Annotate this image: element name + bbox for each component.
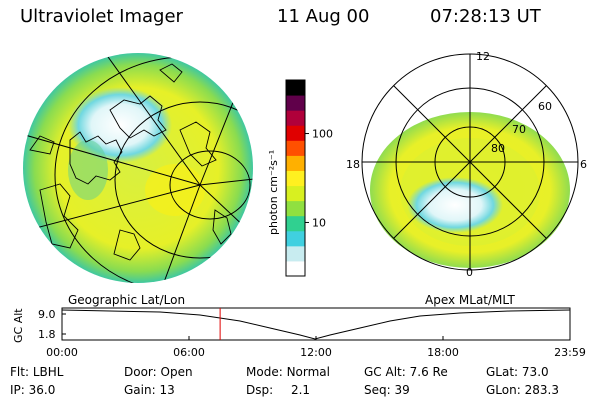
colorbar-band [286, 185, 305, 202]
status-mode: Mode: Normal [246, 365, 330, 379]
status-glat: GLat: 73.0 [486, 365, 549, 379]
colorbar-band [286, 170, 305, 187]
time-tick-label: 23:59 [554, 346, 586, 359]
mlat-label-70: 70 [512, 123, 526, 136]
mlt-label-12: 12 [476, 50, 490, 63]
date-label: 11 Aug 00 [277, 6, 370, 27]
colorbar-tick-label: 10 [312, 216, 326, 229]
glon-value: 283.3 [524, 383, 559, 397]
colorbar-band [286, 80, 305, 96]
colorbar-band [286, 230, 305, 247]
colorbar-band [286, 200, 305, 217]
time-tick-label: 06:00 [173, 346, 205, 359]
colorbar-band [286, 110, 305, 126]
colorbar-band [286, 260, 305, 277]
altitude-plot-frame [61, 307, 571, 341]
colorbar-band [286, 95, 305, 111]
colorbar-ticks: 100 10 [305, 128, 333, 229]
auroral-emission-spot [407, 177, 503, 233]
mode-value: Normal [286, 365, 330, 379]
status-gcalt: GC Alt: 7.6 Re [364, 365, 448, 379]
time-tick-label: 18:00 [427, 346, 459, 359]
status-glon: GLon: 283.3 [486, 383, 559, 397]
right-panel-caption: Apex MLat/MLT [425, 293, 515, 307]
colorbar-band [286, 140, 305, 156]
status-flt: Flt: LBHL [10, 365, 64, 379]
colorbar-title: photon cm⁻²s⁻¹ [267, 150, 280, 235]
gain-value: 13 [159, 383, 175, 397]
status-seq: Seq: 39 [364, 383, 410, 397]
time-tick-label: 12:00 [300, 346, 332, 359]
ip-value: 36.0 [28, 383, 56, 397]
status-gain: Gain: 13 [124, 383, 175, 397]
colorbar-band [286, 155, 305, 171]
altitude-curve [61, 309, 571, 340]
time-label: 07:28:13 UT [430, 6, 541, 27]
mlt-label-6: 6 [580, 158, 587, 171]
mlt-label-18: 18 [346, 158, 360, 171]
instrument-title: Ultraviolet Imager [20, 6, 183, 27]
door-value: Open [160, 365, 193, 379]
left-panel-caption: Geographic Lat/Lon [68, 293, 186, 307]
mlat-label-80: 80 [491, 142, 505, 155]
colorbar-band [286, 125, 305, 141]
status-dsp: Dsp: 2.1 [246, 383, 311, 397]
alt-tick-9: 9.0 [38, 308, 56, 321]
alt-tick-1-8: 1.8 [38, 328, 56, 341]
status-door: Door: Open [124, 365, 193, 379]
time-tick-label: 00:00 [46, 346, 78, 359]
mlt-label-0: 0 [466, 266, 473, 279]
dsp-value: 2.1 [290, 383, 311, 397]
alt-axis-label: GC Alt [12, 308, 25, 343]
seq-value: 39 [394, 383, 410, 397]
colorbar-band [286, 245, 305, 262]
colorbar-band [286, 215, 305, 232]
colorbar-scale [286, 80, 305, 277]
colorbar-tick-label: 100 [312, 128, 333, 141]
glat-value: 73.0 [521, 365, 549, 379]
time-axis-ticks: 00:00 06:00 12:00 18:00 23:59 [46, 336, 586, 359]
flt-value: LBHL [32, 365, 64, 379]
mlat-label-60: 60 [538, 100, 552, 113]
gcalt-value: 7.6 Re [409, 365, 448, 379]
status-ip: IP: 36.0 [10, 383, 56, 397]
